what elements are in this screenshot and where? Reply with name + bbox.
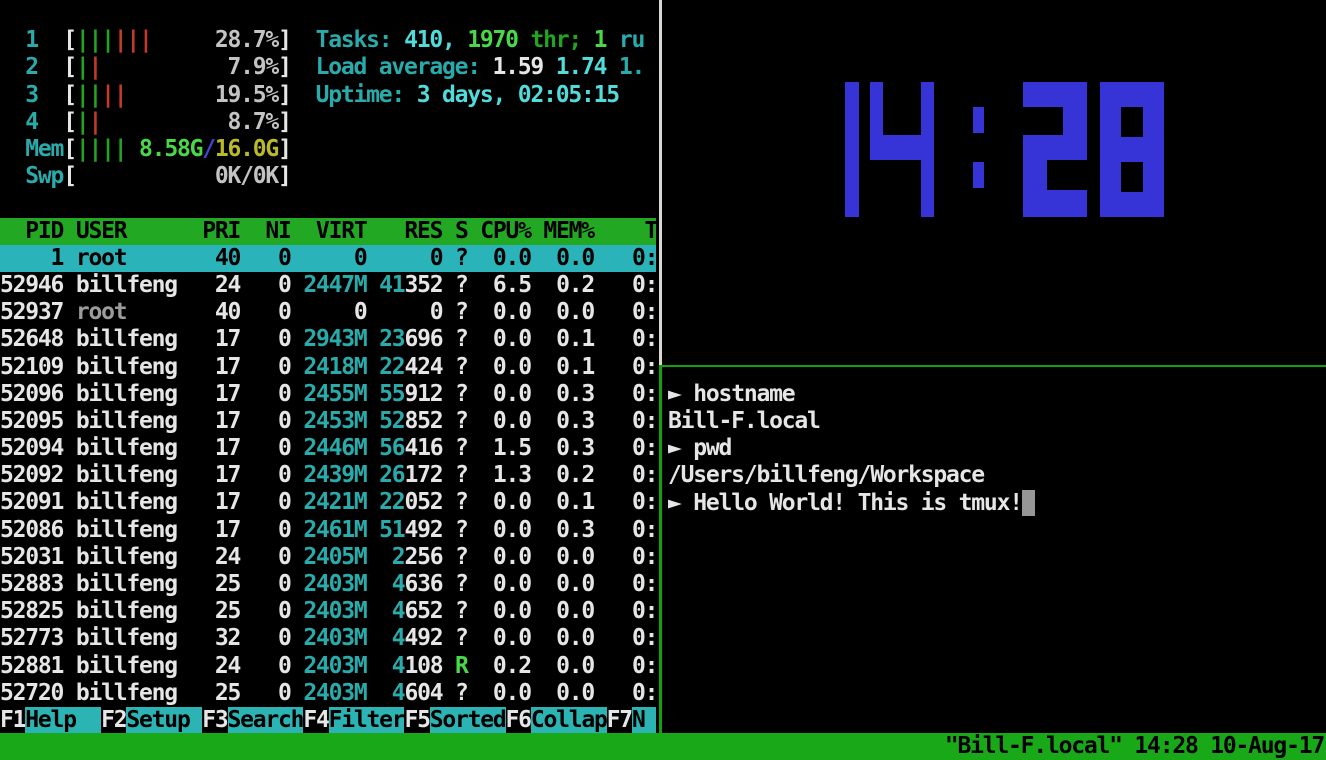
- meter-bar: |: [75, 54, 90, 81]
- shell-command-line: ► hostname: [668, 380, 796, 407]
- shell-command-line: ► pwd: [668, 435, 732, 462]
- pane-border-horizontal[interactable]: [659, 364, 1326, 367]
- shell-cursor[interactable]: [1021, 489, 1035, 516]
- fkey-label: Search: [227, 707, 305, 734]
- fkey-F4[interactable]: F4Filter: [303, 707, 406, 734]
- clock-colon: [973, 162, 984, 188]
- meter-value: 19.5%: [214, 81, 279, 108]
- fkey-F2[interactable]: F2Setup: [101, 707, 203, 734]
- shell-command-line: ► Hello World! This is tmux!: [668, 489, 1324, 517]
- fkey-F7[interactable]: F7N: [607, 707, 656, 734]
- meter-label: Swp: [25, 163, 64, 190]
- meter-bar: ||: [75, 81, 103, 108]
- meter-label: 3: [25, 81, 64, 108]
- fkey-label: Sorted: [429, 707, 507, 734]
- meter-label: 4: [25, 108, 64, 135]
- process-row-52096[interactable]: 52096 billfeng 17 0 2455M 55912 ? 0.0 0.…: [0, 380, 656, 407]
- process-row-52091[interactable]: 52091 billfeng 17 0 2421M 22052 ? 0.0 0.…: [0, 489, 656, 516]
- fkey-F3[interactable]: F3Search: [202, 707, 305, 734]
- process-row-52095[interactable]: 52095 billfeng 17 0 2453M 52852 ? 0.0 0.…: [0, 407, 656, 434]
- meter-bar: |: [75, 108, 90, 135]
- fkey-label: N: [631, 707, 656, 734]
- meter-2: 2 [|| 7.9%]: [25, 54, 292, 81]
- process-row-52720[interactable]: 52720 billfeng 25 0 2403M 4604 ? 0.0 0.0…: [0, 679, 656, 706]
- process-row-52031[interactable]: 52031 billfeng 24 0 2405M 2256 ? 0.0 0.0…: [0, 543, 656, 570]
- meter-bar: ||||: [75, 135, 128, 162]
- process-row-52883[interactable]: 52883 billfeng 25 0 2403M 4636 ? 0.0 0.0…: [0, 571, 656, 598]
- htop-meters: 1 [|||||| 28.7%] 2 [|| 7.9%] 3 [|||| 19.…: [0, 27, 292, 190]
- clock-digit-2: [1063, 107, 1087, 138]
- fkey-label: Setup: [126, 707, 203, 734]
- summary-line-0: Tasks: 410, 1970 thr; 1 ru: [315, 27, 646, 54]
- shell-prompt-icon: ►: [668, 380, 694, 407]
- process-row-52094[interactable]: 52094 billfeng 17 0 2446M 56416 ? 1.5 0.…: [0, 435, 656, 462]
- meter-bar: |||: [113, 27, 153, 54]
- clock-digit-2: [1023, 190, 1087, 217]
- process-row-52648[interactable]: 52648 billfeng 17 0 2943M 23696 ? 0.0 0.…: [0, 326, 656, 353]
- htop-function-key-bar: F1Help F2Setup F3SearchF4FilterF5SortedF…: [0, 707, 656, 734]
- process-row-52773[interactable]: 52773 billfeng 32 0 2403M 4492 ? 0.0 0.0…: [0, 625, 656, 652]
- process-table: 1 root 40 0 0 0 ? 0.0 0.0 0: 52946 billfe…: [0, 244, 656, 707]
- meter-value: 28.7%: [214, 27, 279, 54]
- fkey-F6[interactable]: F6Collap: [505, 707, 608, 734]
- process-row-52092[interactable]: 52092 billfeng 17 0 2439M 26172 ? 1.3 0.…: [0, 462, 656, 489]
- meter-bar: |: [88, 54, 102, 81]
- clock-colon: [973, 107, 984, 133]
- meter-label: 2: [25, 54, 64, 81]
- fkey-F1[interactable]: F1Help: [0, 707, 102, 734]
- meter-value: /: [202, 135, 216, 162]
- clock-digit-8: [1100, 192, 1164, 217]
- shell-prompt-icon: ►: [668, 435, 694, 462]
- process-row-52881[interactable]: 52881 billfeng 24 0 2403M 4108 R 0.2 0.0…: [0, 652, 656, 679]
- process-row-52825[interactable]: 52825 billfeng 25 0 2403M 4652 ? 0.0 0.0…: [0, 598, 656, 625]
- htop-pane: 1 [|||||| 28.7%] 2 [|| 7.9%] 3 [|||| 19.…: [0, 0, 656, 734]
- meter-value: 7.9%: [227, 54, 280, 81]
- fkey-label: Collap: [530, 707, 608, 734]
- summary-line-2: Uptime: 3 days, 02:05:15: [315, 81, 621, 108]
- process-row-52086[interactable]: 52086 billfeng 17 0 2461M 51492 ? 0.0 0.…: [0, 516, 656, 543]
- clock-digit-8: [1100, 137, 1164, 162]
- meter-1: 1 [|||||| 28.7%]: [25, 27, 292, 54]
- htop-summary: Tasks: 410, 1970 thr; 1 ru Load average: …: [315, 27, 646, 109]
- tmux-status-right: "Bill-F.local" 14:28 10-Aug-17: [944, 733, 1325, 760]
- process-row-1[interactable]: 1 root 40 0 0 0 ? 0.0 0.0 0:: [0, 244, 656, 272]
- pane-border-vertical-active[interactable]: [659, 365, 662, 734]
- tmux-date: 10-Aug-17: [1210, 733, 1325, 759]
- meter-value: 8.58G: [139, 135, 203, 162]
- clock-digit-2: [1023, 160, 1047, 191]
- meter-value: 8.7%: [227, 108, 280, 135]
- process-table-header[interactable]: PID USER PRI NI VIRT RES S CPU% MEM% T: [0, 217, 656, 245]
- pane-border-vertical-inactive[interactable]: [659, 0, 662, 365]
- tmux-clock: 14:28: [1134, 733, 1211, 759]
- clock-digit-4: [870, 135, 934, 160]
- meter-3: 3 [|||| 19.5%]: [25, 81, 292, 108]
- meter-bar: ||: [101, 81, 128, 108]
- meter-bar: |: [88, 108, 102, 135]
- meter-4: 4 [|| 8.7%]: [25, 108, 292, 135]
- clock-digit-2: [1023, 135, 1087, 160]
- tmux-hostname: "Bill-F.local": [944, 733, 1135, 759]
- tmux-status-bar: [0] 0:bash 1:bash 2:bash- 3:bash* "Bill-…: [0, 733, 1326, 760]
- process-row-52946[interactable]: 52946 billfeng 24 0 2447M 41352 ? 6.5 0.…: [0, 271, 656, 298]
- shell-output-line: Bill-F.local: [668, 407, 821, 434]
- process-row-52937[interactable]: 52937 root 40 0 0 0 ? 0.0 0.0 0:: [0, 299, 656, 326]
- clock-digit-1: [845, 82, 859, 217]
- clock-digit-2: [1023, 82, 1087, 107]
- summary-line-1: Load average: 1.59 1.74 1.: [315, 54, 646, 81]
- fkey-label: Help: [25, 707, 102, 734]
- shell-prompt-icon: ►: [668, 489, 694, 516]
- meter-Swp: Swp[ 0K/0K]: [25, 163, 292, 190]
- meter-value: 16.0G: [214, 135, 279, 162]
- meter-value: 0K/0K: [214, 163, 279, 190]
- meter-bar: |||: [75, 27, 115, 54]
- shell-pane[interactable]: ► hostname Bill-F.local ► pwd/Users/billfe…: [668, 381, 1324, 517]
- process-row-52109[interactable]: 52109 billfeng 17 0 2418M 22424 ? 0.0 0.…: [0, 353, 656, 380]
- meter-Mem: Mem[|||| 8.58G/16.0G]: [25, 135, 292, 162]
- meter-label: 1: [25, 27, 64, 54]
- meter-label: Mem: [25, 135, 64, 162]
- fkey-label: Filter: [328, 707, 406, 734]
- shell-output-line: /Users/billfeng/Workspace: [668, 462, 985, 489]
- fkey-F5[interactable]: F5Sorted: [404, 707, 507, 734]
